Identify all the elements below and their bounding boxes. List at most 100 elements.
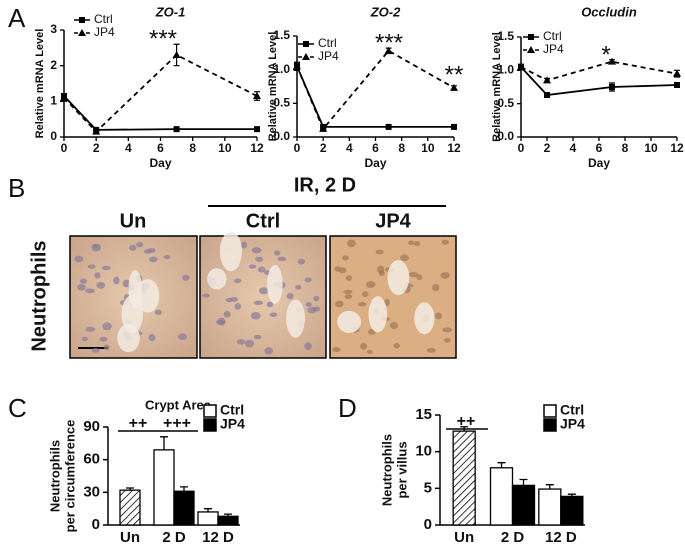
x-tick-label: 2 (320, 141, 327, 155)
nucleus (343, 289, 353, 295)
y-tick-label: 30 (83, 483, 100, 500)
series-line (63, 53, 258, 133)
x-tick-label: 12 (670, 141, 684, 155)
x-tick-label: 6 (157, 141, 164, 155)
nucleus (87, 264, 96, 269)
lumen (207, 268, 227, 290)
y-tick-label: 0.0 (497, 129, 514, 143)
nucleus (113, 276, 120, 285)
nucleus (154, 309, 162, 316)
legend-marker (303, 41, 309, 47)
nucleus (312, 306, 321, 312)
nucleus (250, 312, 261, 320)
nucleus (234, 278, 242, 284)
nucleus (96, 281, 106, 289)
nucleus (269, 312, 278, 317)
x-tick-label: 2 (544, 141, 551, 155)
lumen (387, 260, 410, 296)
nucleus (305, 302, 312, 307)
nucleus (297, 258, 306, 265)
x-tick-label: 12 (447, 141, 461, 155)
nucleus (217, 317, 226, 326)
x-tick-label: 8 (189, 141, 196, 155)
y-tick-label: 2 (50, 58, 57, 72)
nucleus (416, 274, 423, 281)
x-tick-label: 4 (125, 141, 132, 155)
legend-swatch (203, 404, 217, 418)
nucleus (102, 322, 112, 331)
bar (511, 484, 536, 526)
series-line (296, 65, 454, 128)
x-tick-label: 2 D (162, 529, 186, 546)
y-tick-label: 0 (50, 129, 57, 143)
nucleus (431, 283, 440, 292)
chart-title: Occludin (581, 4, 637, 19)
error-bar (180, 486, 188, 492)
y-axis-label: Relative mRNA Level (267, 32, 279, 142)
nucleus (408, 271, 419, 278)
significance: * (601, 41, 610, 68)
nucleus (253, 334, 262, 340)
nucleus (286, 292, 294, 300)
legend-swatch (543, 418, 557, 432)
nucleus (129, 244, 137, 251)
x-tick-label: Un (120, 529, 140, 546)
legend-label: Ctrl (543, 29, 562, 43)
column-header: Un (120, 210, 147, 232)
data-point (293, 62, 301, 70)
nucleus (443, 337, 451, 343)
x-axis-label: Day (364, 156, 386, 170)
lumen (286, 299, 306, 338)
x-tick-label: 6 (596, 141, 603, 155)
nucleus (334, 300, 344, 308)
significance: *** (375, 29, 403, 56)
y-tick-label: 90 (83, 418, 100, 435)
bar (153, 449, 175, 526)
data-point (60, 93, 68, 101)
data-point (254, 126, 260, 133)
lumen (337, 310, 362, 334)
legend-marker (302, 53, 310, 60)
data-point (253, 91, 261, 99)
x-tick-label: Un (454, 529, 474, 546)
y-tick-label: 0 (92, 516, 100, 533)
y-axis-label: per circumference (62, 420, 77, 533)
y-tick-label: 0.5 (273, 96, 290, 110)
x-tick-label: 6 (372, 141, 379, 155)
bar (217, 515, 239, 526)
nucleus (94, 272, 101, 279)
panel-label: C (8, 393, 27, 423)
chart-title: ZO-1 (155, 4, 186, 19)
nucleus (426, 347, 436, 353)
nucleus (366, 349, 373, 354)
legend-marker (79, 17, 85, 23)
lumen (267, 264, 283, 304)
series-line (520, 66, 678, 96)
y-tick-label: 15 (415, 406, 432, 423)
nucleus (277, 256, 287, 262)
nucleus (377, 265, 385, 274)
y-tick-label: 5 (424, 479, 432, 496)
nucleus (91, 347, 100, 353)
nucleus (313, 295, 320, 302)
x-tick-label: 2 (93, 141, 100, 155)
nucleus (361, 291, 369, 298)
data-point (172, 50, 181, 58)
x-tick-label: 0 (294, 141, 301, 155)
data-point (673, 69, 681, 77)
y-tick-label: 1.5 (497, 29, 514, 43)
nucleus (101, 265, 111, 271)
nucleus (442, 327, 452, 333)
series-line (296, 49, 455, 131)
x-tick-label: 4 (346, 141, 353, 155)
series-line (63, 95, 257, 131)
nucleus (255, 256, 264, 262)
legend-label: JP4 (94, 25, 115, 39)
nucleus (393, 343, 400, 349)
nucleus (81, 336, 89, 342)
lumen (414, 302, 435, 335)
nucleus (253, 300, 264, 306)
lumen (219, 231, 242, 272)
y-axis-label: Neutrophils (47, 440, 62, 512)
significance: ++ (457, 413, 476, 430)
